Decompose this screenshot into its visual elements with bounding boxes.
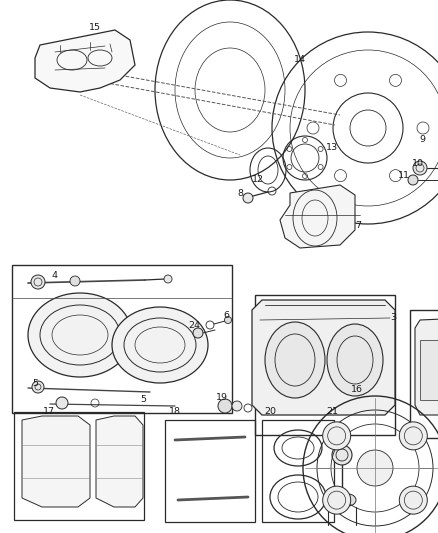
Text: 5: 5 (32, 378, 38, 387)
Polygon shape (252, 300, 395, 415)
Polygon shape (280, 185, 355, 248)
Circle shape (332, 445, 352, 465)
Circle shape (323, 422, 351, 450)
Bar (14, 412, 144, 520)
Text: 19: 19 (216, 393, 228, 402)
Circle shape (225, 317, 232, 324)
Text: 20: 20 (264, 408, 276, 416)
Ellipse shape (328, 494, 344, 506)
Polygon shape (415, 318, 438, 415)
Text: 4: 4 (52, 271, 58, 279)
Bar (410, 310, 438, 438)
Polygon shape (96, 416, 143, 507)
Bar (255, 295, 395, 435)
Circle shape (399, 486, 427, 514)
Text: 21: 21 (326, 408, 338, 416)
Text: 5: 5 (140, 395, 146, 405)
Ellipse shape (340, 494, 356, 506)
Bar (12, 265, 232, 413)
Text: 11: 11 (398, 171, 410, 180)
Ellipse shape (112, 307, 208, 383)
Circle shape (193, 328, 203, 338)
Text: 18: 18 (169, 408, 181, 416)
Ellipse shape (28, 293, 132, 377)
Circle shape (232, 401, 242, 411)
Circle shape (413, 161, 427, 175)
Circle shape (70, 276, 80, 286)
Circle shape (357, 450, 393, 486)
Text: 17: 17 (43, 408, 55, 416)
Circle shape (32, 381, 44, 393)
Text: 7: 7 (355, 221, 361, 230)
Text: 24: 24 (188, 320, 200, 329)
Polygon shape (22, 416, 90, 507)
Text: 9: 9 (419, 135, 425, 144)
Circle shape (56, 397, 68, 409)
Text: 3: 3 (390, 313, 396, 322)
Bar (165, 420, 255, 522)
Text: 6: 6 (223, 311, 229, 320)
Text: 15: 15 (89, 23, 101, 33)
Bar (420, 340, 438, 400)
Bar (262, 420, 334, 522)
Circle shape (164, 275, 172, 283)
Ellipse shape (265, 322, 325, 398)
Text: 13: 13 (326, 143, 338, 152)
Circle shape (31, 275, 45, 289)
Text: 14: 14 (294, 55, 306, 64)
Circle shape (323, 486, 351, 514)
Circle shape (243, 193, 253, 203)
Polygon shape (35, 30, 135, 92)
Ellipse shape (327, 324, 383, 396)
Text: 16: 16 (351, 385, 363, 394)
Text: 12: 12 (252, 175, 264, 184)
Text: 8: 8 (237, 189, 243, 198)
Circle shape (218, 399, 232, 413)
Circle shape (408, 175, 418, 185)
Circle shape (399, 422, 427, 450)
Text: 10: 10 (412, 158, 424, 167)
